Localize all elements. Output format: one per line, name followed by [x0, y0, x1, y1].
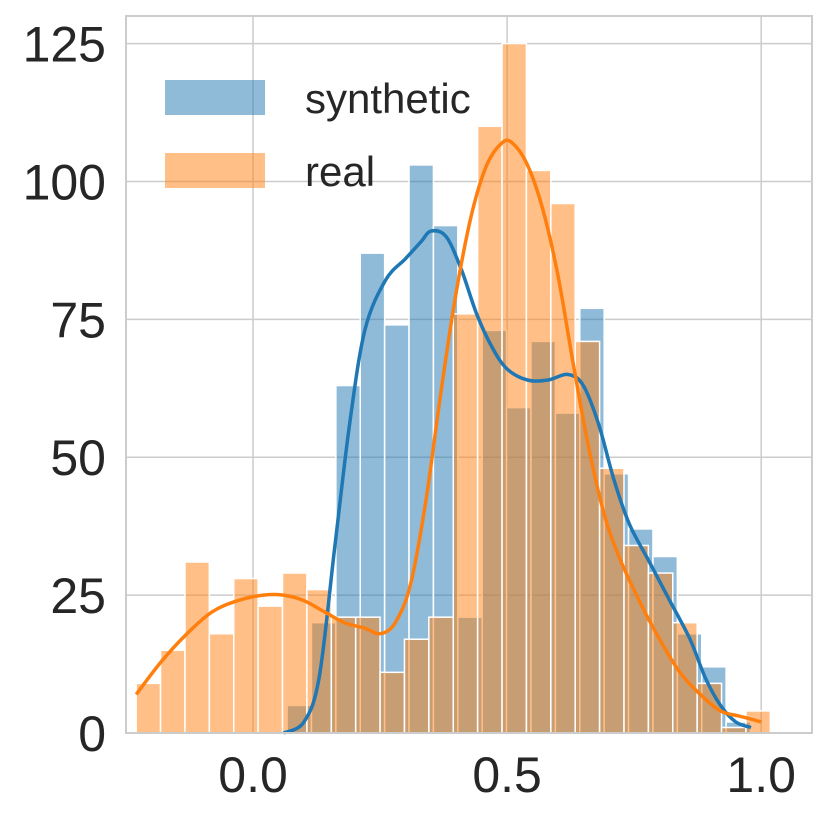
y-tick-label: 125: [23, 17, 106, 73]
real-bar: [550, 202, 576, 734]
x-tick-label: 0.5: [472, 747, 542, 803]
kde-curves: [134, 138, 762, 735]
real-bar: [208, 632, 235, 734]
real-bar: [379, 671, 406, 734]
real-bar: [232, 577, 259, 734]
real-bar: [403, 638, 430, 734]
y-tick-label: 25: [50, 568, 106, 624]
legend-swatch-synthetic: [165, 80, 265, 115]
real-bar: [330, 616, 357, 734]
x-tick-label: 1.0: [726, 747, 796, 803]
real-bar: [184, 561, 211, 734]
y-tick-label: 100: [23, 154, 106, 210]
x-tick-label: 0.0: [218, 747, 288, 803]
y-tick-label: 50: [50, 430, 106, 486]
real-bar: [428, 616, 454, 734]
axes-frame: [125, 15, 813, 734]
legend-swatch-real: [165, 153, 265, 188]
synthetic-kde-line: [282, 228, 752, 735]
legend-label-real: real: [305, 148, 375, 195]
plot-frame: [125, 15, 813, 734]
real-bar: [257, 605, 284, 734]
series-real-bars: [135, 42, 772, 734]
tick-labels: 0.0 0.5 1.0 0 25 50 75 100 125: [23, 17, 796, 803]
real-bar: [159, 649, 186, 734]
legend-label-synthetic: synthetic: [305, 75, 471, 122]
y-tick-label: 0: [78, 706, 106, 762]
real-bar: [525, 169, 552, 734]
real-bar: [476, 125, 503, 734]
y-tick-label: 75: [50, 292, 106, 348]
real-kde-line: [134, 138, 762, 724]
legend: synthetic real: [165, 75, 471, 195]
real-bar: [452, 313, 479, 734]
